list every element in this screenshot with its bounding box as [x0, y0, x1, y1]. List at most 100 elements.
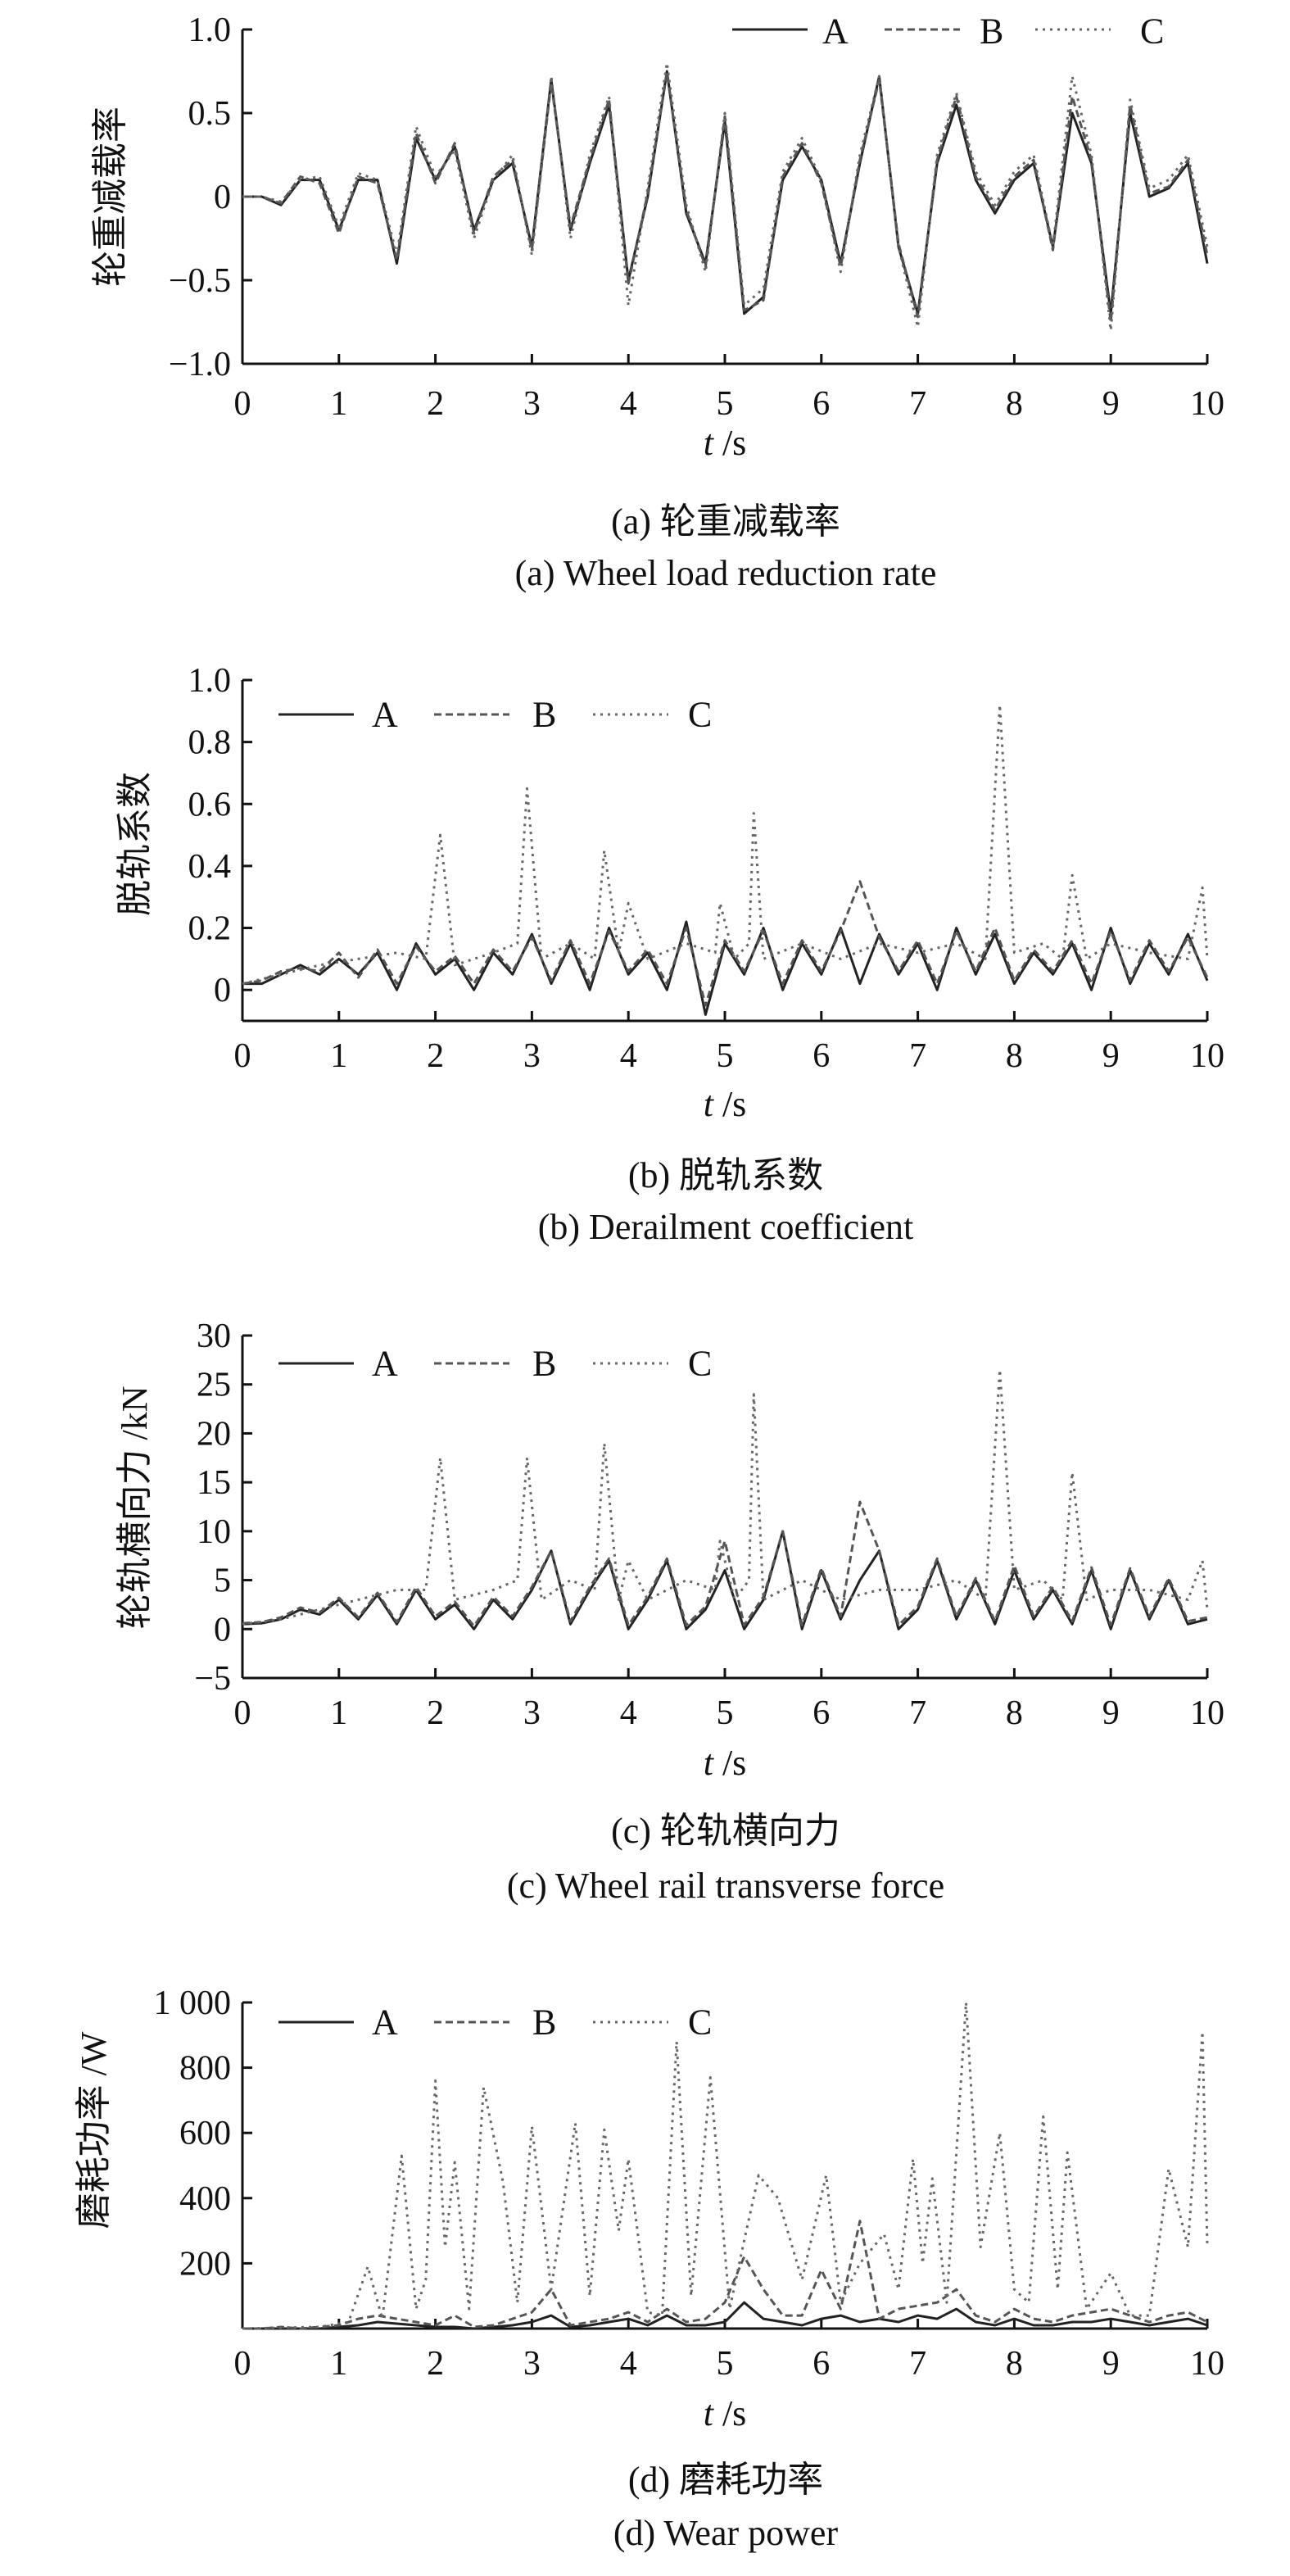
- x-unit: /s: [722, 1743, 747, 1783]
- chart-d-x-tick-label: 9: [1102, 2345, 1120, 2383]
- chart-d-x-tick-label: 10: [1190, 2345, 1224, 2383]
- x-var: t: [703, 423, 713, 463]
- chart-d-y-tick-label: 200: [179, 2245, 231, 2283]
- chart-c-x-tick-label: 1: [330, 1694, 347, 1732]
- chart-b-y-tick-label: 0.4: [188, 848, 232, 886]
- chart-b-y-tick-label: 1.0: [188, 662, 232, 700]
- chart-b-series-b: [242, 880, 1209, 1007]
- chart-a-legend-label-c: C: [1140, 11, 1165, 52]
- chart-b-caption-cn: (b) 脱轨系数: [627, 1155, 824, 1195]
- chart-a-legend-label-b: B: [980, 11, 1004, 52]
- chart-a-x-tick-label: 6: [812, 385, 830, 423]
- chart-c-caption-en: (c) Wheel rail transverse force: [506, 1866, 945, 1906]
- chart-d-x-tick-label: 5: [717, 2345, 734, 2383]
- chart-c-x-tick-label: 4: [620, 1694, 637, 1732]
- chart-c-x-tick-label: 9: [1102, 1694, 1120, 1732]
- chart-d-y-tick-label: 1 000: [154, 1984, 232, 2022]
- chart-c-series-c: [242, 1368, 1209, 1626]
- chart-d-y-tick-label: 400: [179, 2180, 231, 2218]
- chart-c-x-axis-label: t /s: [704, 1742, 747, 1784]
- chart-c-legend-label-b: B: [532, 1343, 557, 1384]
- chart-a-y-tick-label: −0.5: [169, 262, 231, 300]
- chart-d-y-axis-label: 磨耗功率 /W: [74, 2031, 114, 2229]
- chart-a-x-tick-label: 5: [717, 385, 734, 423]
- chart-b-x-tick-label: 0: [234, 1037, 251, 1075]
- chart-d-series-b: [242, 2220, 1208, 2330]
- chart-c-x-tick-label: 7: [909, 1694, 926, 1732]
- chart-a-x-tick-label: 4: [620, 385, 637, 423]
- chart-a-x-tick-label: 3: [523, 385, 541, 423]
- chart-a-x-tick-label: 9: [1102, 385, 1120, 423]
- chart-a-y-tick-label: 0: [214, 179, 231, 216]
- chart-c-y-tick-label: 30: [197, 1317, 231, 1355]
- chart-d-caption-cn: (d) 磨耗功率: [627, 2460, 824, 2500]
- chart-b-x-tick-label: 2: [427, 1037, 444, 1075]
- chart-d-series-c: [242, 2001, 1209, 2330]
- chart-c-y-tick-label: −5: [194, 1660, 231, 1698]
- chart-c-y-axis-label: 轮轨横向力 /kN: [115, 1386, 155, 1630]
- chart-b-y-tick-label: 0: [214, 972, 231, 1009]
- chart-a-y-axis-label: 轮重减载率: [90, 107, 130, 287]
- chart-a-x-axis-label: t /s: [704, 422, 747, 464]
- chart-a-y-tick-label: 0.5: [188, 95, 232, 133]
- chart-a-series-c: [242, 61, 1209, 332]
- x-var: t: [703, 1084, 713, 1124]
- x-unit: /s: [722, 423, 747, 463]
- chart-c-y-tick-label: 0: [214, 1611, 231, 1649]
- chart-c-x-tick-label: 6: [812, 1694, 830, 1732]
- chart-d-x-tick-label: 8: [1006, 2345, 1023, 2383]
- chart-c-x-tick-label: 5: [717, 1694, 734, 1732]
- chart-b-y-tick-label: 0.2: [188, 910, 232, 948]
- chart-b-series-a: [242, 920, 1209, 1016]
- chart-c-x-tick-label: 10: [1190, 1694, 1224, 1732]
- chart-a-y-tick-label: 1.0: [188, 11, 232, 49]
- chart-c-series-b: [242, 1500, 1208, 1628]
- chart-d-legend-label-c: C: [688, 2002, 713, 2043]
- chart-b-x-tick-label: 9: [1102, 1037, 1120, 1075]
- chart-b-x-tick-label: 10: [1190, 1037, 1224, 1075]
- chart-b-x-tick-label: 5: [717, 1037, 734, 1075]
- chart-b-x-tick-label: 1: [330, 1037, 347, 1075]
- chart-a-x-tick-label: 2: [427, 385, 444, 423]
- chart-c-y-tick-label: 25: [197, 1367, 231, 1404]
- chart-d-caption-en: (d) Wear power: [613, 2513, 839, 2553]
- chart-b-y-axis-label: 脱轨系数: [115, 772, 155, 916]
- x-var: t: [703, 1743, 713, 1783]
- chart-c-y-tick-label: 20: [197, 1415, 231, 1453]
- chart-c-x-tick-label: 8: [1006, 1694, 1023, 1732]
- chart-b-y-tick-label: 0.6: [188, 786, 232, 823]
- x-var: t: [703, 2393, 713, 2433]
- chart-d-x-tick-label: 2: [427, 2345, 444, 2383]
- chart-d-x-axis-label: t /s: [704, 2392, 747, 2434]
- chart-b-legend-label-a: A: [372, 694, 398, 735]
- chart-c-x-tick-label: 3: [523, 1694, 541, 1732]
- chart-a-x-tick-label: 8: [1006, 385, 1023, 423]
- x-unit: /s: [722, 1084, 747, 1124]
- chart-b-x-axis-label: t /s: [704, 1083, 747, 1125]
- chart-b-x-tick-label: 3: [523, 1037, 541, 1075]
- x-unit: /s: [722, 2393, 747, 2433]
- chart-a-x-tick-label: 10: [1190, 385, 1224, 423]
- chart-d-x-tick-label: 7: [909, 2345, 926, 2383]
- chart-d-legend-label-a: A: [372, 2002, 398, 2043]
- chart-d-x-tick-label: 0: [234, 2345, 251, 2383]
- chart-b-x-tick-label: 4: [620, 1037, 637, 1075]
- chart-d-x-tick-label: 1: [330, 2345, 347, 2383]
- chart-a-x-tick-label: 0: [234, 385, 251, 423]
- chart-b-caption-en: (b) Derailment coefficient: [537, 1207, 914, 1247]
- chart-b-x-tick-label: 7: [909, 1037, 926, 1075]
- chart-d-legend-label-b: B: [532, 2002, 557, 2043]
- chart-c-y-tick-label: 10: [197, 1513, 231, 1551]
- chart-c-legend-label-a: A: [372, 1343, 398, 1384]
- chart-c-x-tick-label: 0: [234, 1694, 251, 1732]
- chart-a-x-tick-label: 7: [909, 385, 926, 423]
- chart-a-caption-en: (a) Wheel load reduction rate: [514, 553, 937, 593]
- chart-b-x-tick-label: 8: [1006, 1037, 1023, 1075]
- chart-c-y-tick-label: 15: [197, 1464, 231, 1502]
- chart-d-x-tick-label: 3: [523, 2345, 541, 2383]
- chart-b-series-c: [242, 703, 1209, 986]
- chart-d-x-tick-label: 4: [620, 2345, 637, 2383]
- chart-a-y-tick-label: −1.0: [169, 346, 231, 383]
- chart-b-legend-label-c: C: [688, 694, 713, 735]
